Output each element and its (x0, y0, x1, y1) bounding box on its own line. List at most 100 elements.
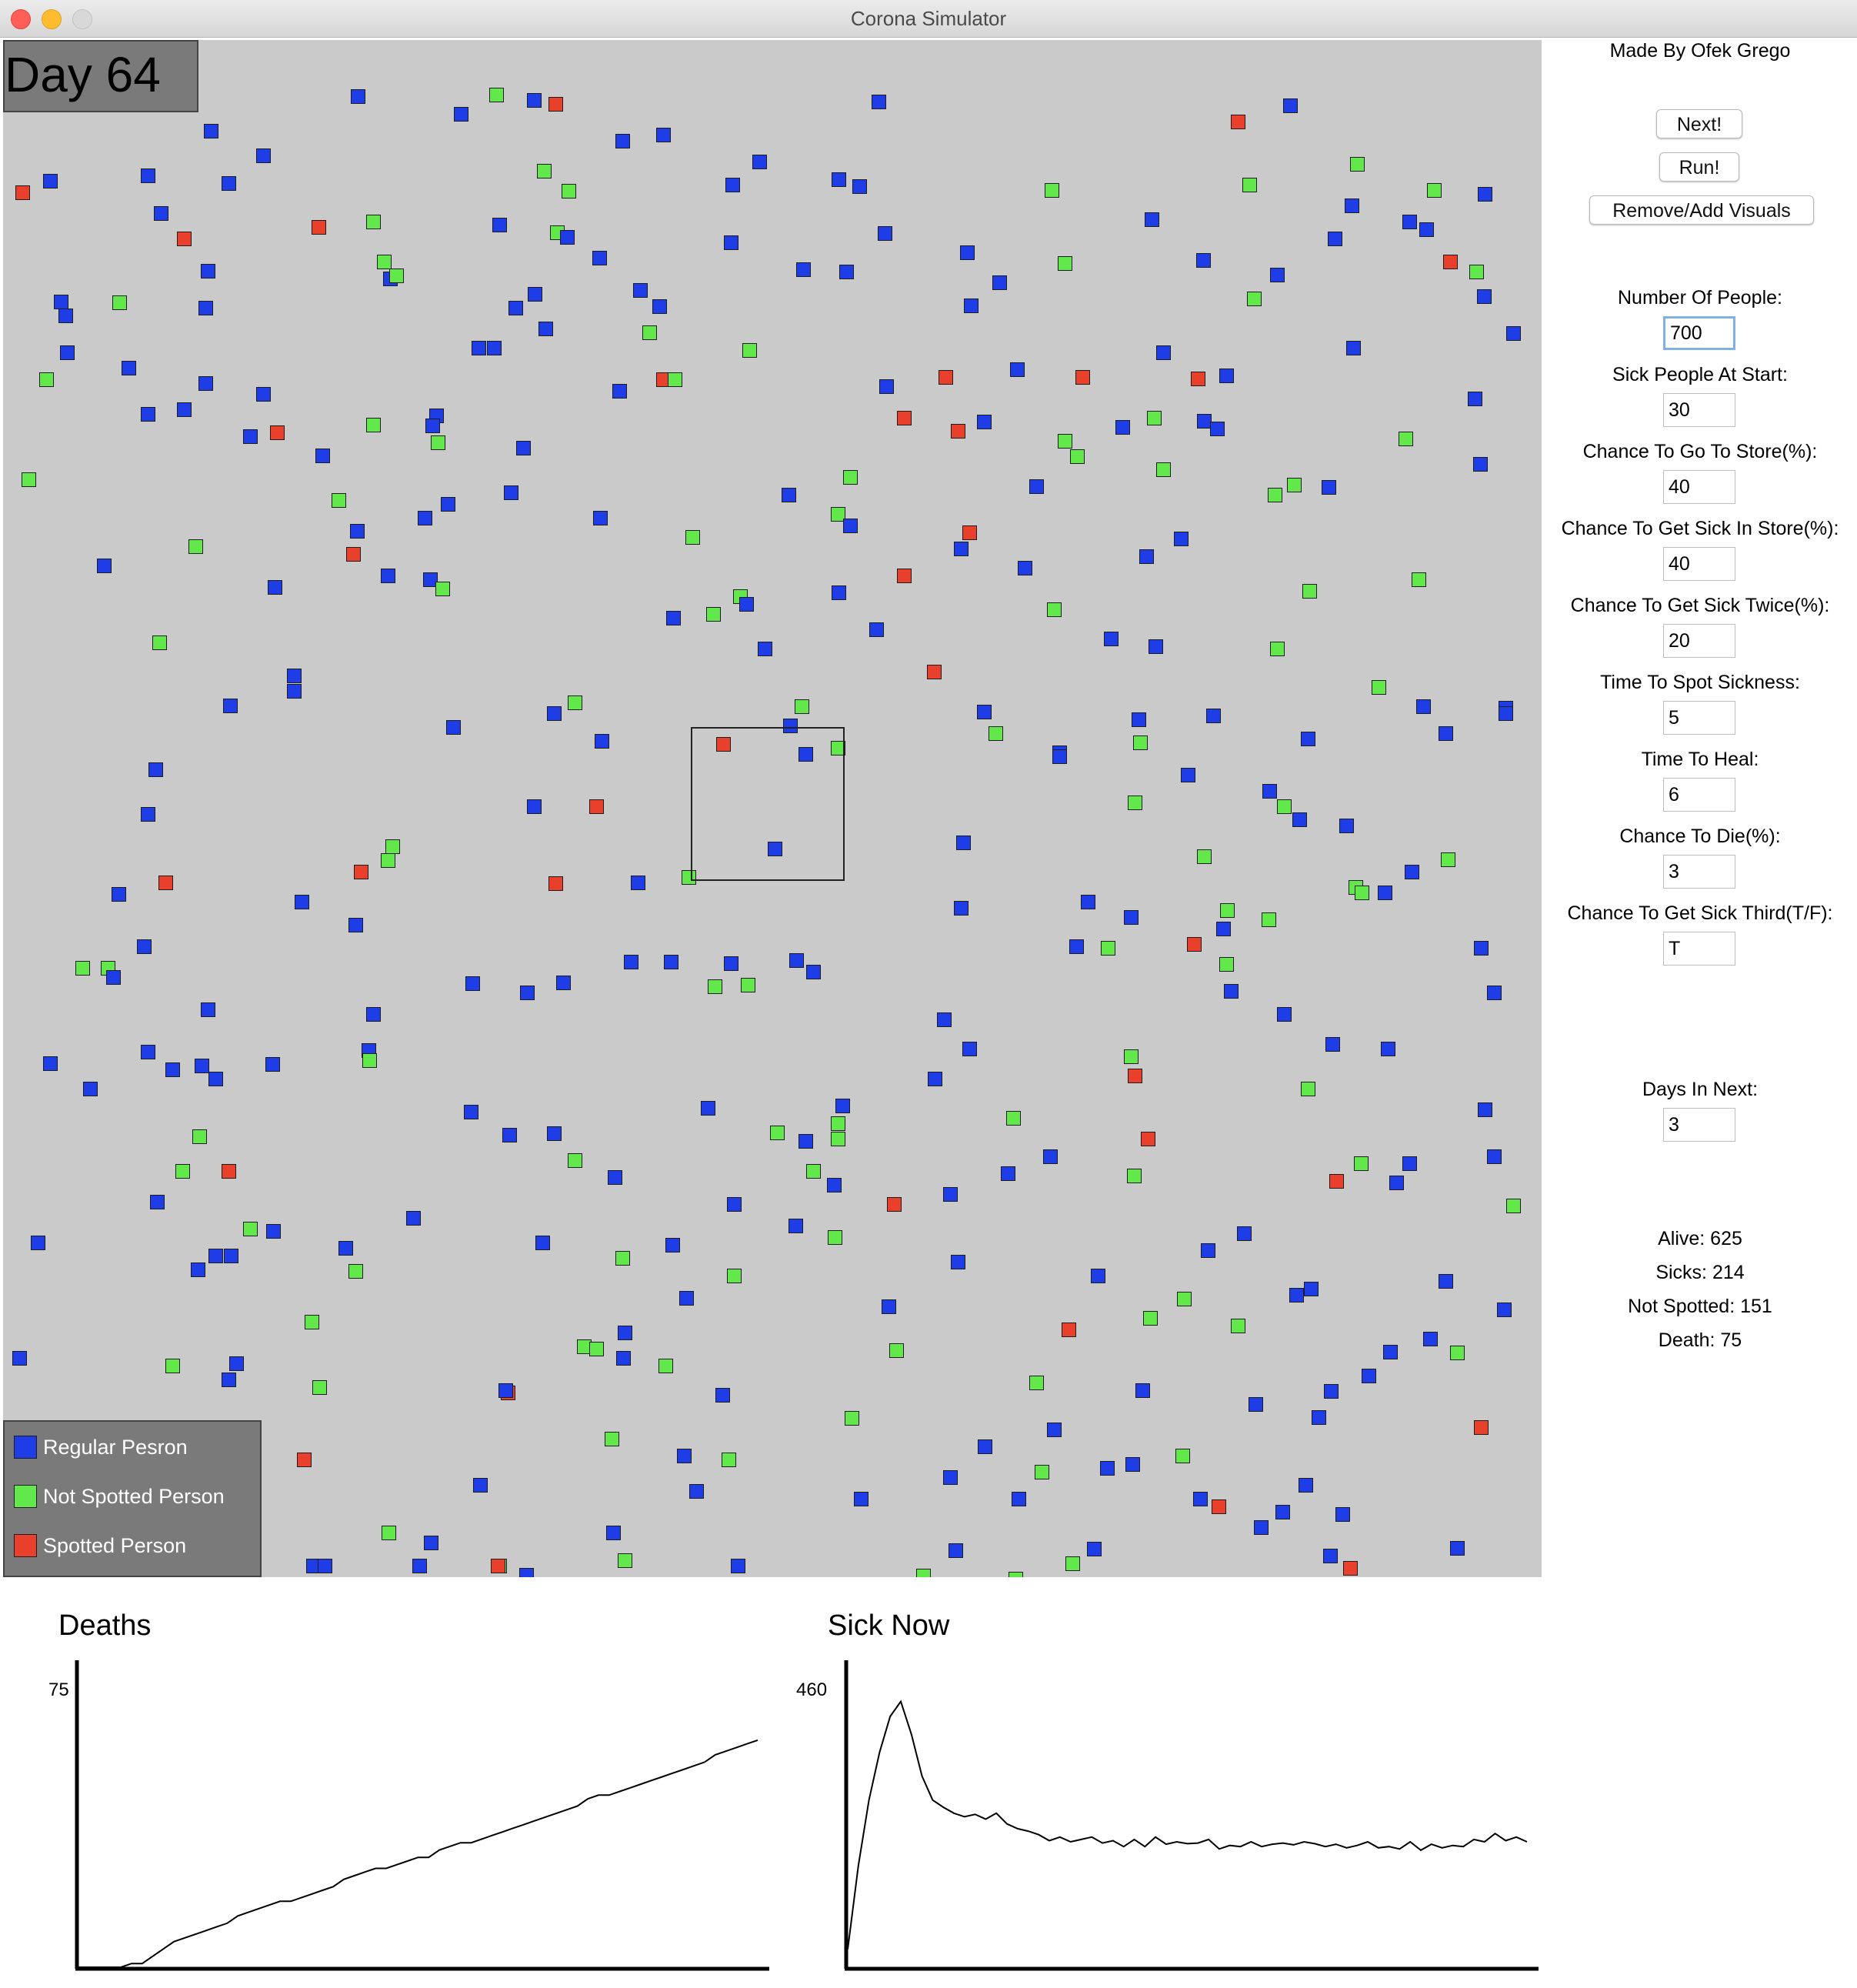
regular-person (224, 1248, 239, 1263)
regular-person (678, 1290, 694, 1306)
not-spotted-person (1155, 462, 1171, 477)
regular-person (422, 572, 438, 588)
regular-person (943, 1186, 959, 1202)
regular-person (425, 419, 440, 434)
regular-person (348, 917, 363, 932)
regular-person (1292, 812, 1307, 827)
sick-now-chart-plot (844, 1660, 1539, 1971)
not-spotted-person (830, 507, 845, 522)
regular-person (516, 440, 532, 455)
regular-person (1478, 1102, 1493, 1117)
regular-person (30, 1235, 45, 1250)
heal-time-label: Time To Heal: (1641, 749, 1759, 770)
sick-at-start-input[interactable] (1663, 393, 1735, 427)
regular-person (538, 321, 553, 336)
regular-person (689, 1484, 705, 1499)
spot-time-label: Time To Spot Sickness: (1600, 672, 1800, 693)
next-button[interactable]: Next! (1656, 109, 1742, 138)
regular-person (1478, 186, 1493, 202)
not-spotted-person (988, 726, 1003, 742)
heal-time-input[interactable] (1663, 778, 1735, 812)
not-spotted-person (1411, 572, 1426, 588)
regular-person (701, 1100, 716, 1116)
regular-person (976, 704, 992, 719)
regular-person (1505, 326, 1521, 342)
spotted-person (1140, 1131, 1155, 1146)
spot-time-input[interactable] (1663, 701, 1735, 735)
spotted-person (1443, 254, 1459, 269)
regular-person (412, 1558, 428, 1573)
minimize-window-button[interactable] (42, 9, 62, 29)
regular-person (1236, 1226, 1252, 1242)
regular-person (676, 1448, 692, 1463)
people-count-label: Number Of People: (1618, 287, 1782, 309)
store-chance-input[interactable] (1663, 470, 1735, 504)
spotted-person (962, 525, 978, 540)
not-spotted-person (830, 740, 845, 756)
regular-person (1416, 699, 1432, 715)
regular-person (351, 88, 366, 104)
legend-not-spotted-label: Not Spotted Person (43, 1485, 225, 1508)
people-count-input[interactable] (1663, 316, 1735, 350)
regular-person (936, 1012, 952, 1027)
not-spotted-person (75, 961, 90, 976)
not-spotted-person (192, 1129, 207, 1144)
regular-person (1270, 267, 1285, 282)
regular-person (624, 954, 639, 969)
not-spotted-person (1005, 1111, 1021, 1126)
regular-person (630, 875, 645, 890)
regular-person (140, 168, 155, 184)
regular-person (632, 282, 648, 298)
not-spotted-person (1398, 431, 1413, 446)
spotted-person (886, 1196, 902, 1212)
regular-person (1099, 1461, 1115, 1476)
regular-person (148, 762, 163, 777)
close-window-button[interactable] (11, 9, 31, 29)
window-title: Corona Simulator (850, 7, 1007, 30)
not-spotted-person (567, 695, 582, 711)
regular-person (871, 94, 886, 109)
sick-twice-chance-input[interactable] (1663, 624, 1735, 658)
not-spotted-person (385, 839, 401, 854)
regular-person (963, 298, 979, 313)
not-spotted-person (770, 1125, 785, 1140)
regular-person (1486, 1149, 1502, 1165)
not-spotted-person (1426, 182, 1442, 198)
regular-person (1339, 819, 1355, 834)
regular-person (1422, 1331, 1438, 1346)
not-spotted-person (682, 869, 697, 885)
regular-person (724, 956, 739, 971)
regular-person (1289, 1288, 1305, 1303)
not-spotted-person (1286, 477, 1302, 492)
regular-person (616, 1350, 632, 1366)
spotted-person (1186, 936, 1202, 952)
spotted-person (270, 425, 285, 440)
spotted-swatch (14, 1534, 37, 1557)
store-sick-chance-input[interactable] (1663, 547, 1735, 581)
spotted-person (353, 865, 368, 880)
sick-third-input[interactable] (1663, 932, 1735, 966)
regular-person (265, 1057, 280, 1072)
regular-person (852, 178, 867, 194)
not-spotted-person (1449, 1346, 1465, 1361)
legend-spotted-label: Spotted Person (43, 1534, 187, 1557)
regular-person (1103, 631, 1119, 646)
days-in-next-input[interactable] (1663, 1108, 1735, 1142)
regular-person (789, 953, 805, 969)
death-chance-input[interactable] (1663, 855, 1735, 889)
not-spotted-person (705, 607, 721, 622)
remove-add-visuals-button[interactable]: Remove/Add Visuals (1589, 195, 1814, 225)
not-spotted-person (844, 1411, 859, 1426)
regular-person (1438, 1273, 1453, 1289)
maximize-window-button[interactable] (72, 9, 92, 29)
not-spotted-person (1009, 1571, 1024, 1577)
regular-person (140, 407, 155, 422)
regular-person (832, 585, 847, 600)
run-button[interactable]: Run! (1659, 152, 1739, 182)
not-spotted-person (1261, 912, 1276, 927)
regular-person (962, 1042, 978, 1057)
not-spotted-person (642, 325, 657, 340)
not-spotted-person (843, 469, 858, 485)
regular-person (666, 611, 682, 626)
spotted-person (938, 369, 953, 385)
